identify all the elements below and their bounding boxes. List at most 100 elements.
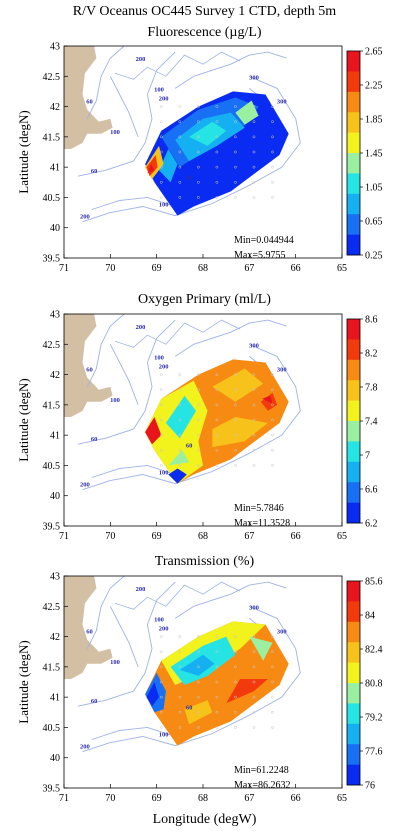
- station-marker: [197, 695, 200, 699]
- colorbar-swatch: [347, 380, 360, 401]
- colorbar-swatch: [347, 482, 360, 503]
- colorbar-swatch: [347, 132, 360, 154]
- x-tick-label: 65: [337, 263, 347, 274]
- station-marker: [215, 433, 219, 437]
- depth-contour: [174, 63, 231, 89]
- station-marker: [271, 403, 274, 407]
- survey-field-patch: [165, 395, 196, 439]
- station-marker: [271, 448, 274, 452]
- station-marker: [159, 448, 163, 452]
- x-tick-label: 69: [152, 531, 162, 542]
- contour-label: 60: [86, 629, 93, 636]
- station-marker: [178, 135, 182, 139]
- depth-contour: [82, 343, 301, 491]
- contour-label: 300: [249, 342, 259, 349]
- station-marker: [271, 695, 274, 699]
- y-axis-label: Latitude (degN): [16, 110, 31, 193]
- station-marker: [159, 695, 163, 699]
- x-tick-label: 68: [198, 531, 208, 542]
- colorbar-label: 6.2: [365, 519, 378, 530]
- colorbar-label: 77.6: [365, 747, 383, 758]
- y-tick-label: 39.5: [43, 254, 61, 265]
- colorbar-label: 7.8: [365, 383, 378, 394]
- station-marker: [234, 373, 237, 376]
- station-marker: [178, 418, 182, 422]
- station-marker: [252, 695, 256, 699]
- colorbar-label: 0.25: [365, 251, 383, 262]
- figure-title: R/V Oceanus OC445 Survey 1 CTD, depth 5m: [72, 4, 337, 19]
- panel-title-fluorescence: Fluorescence (µg/L): [147, 25, 262, 40]
- station-marker: [271, 665, 274, 669]
- station-marker: [252, 433, 256, 437]
- colorbar-swatch: [347, 193, 360, 215]
- panel-oxygen: 200 100 60 200 100 300 60 300 60 100 200 71 70 69 68 67…: [16, 310, 378, 543]
- contour-label: 60: [186, 174, 193, 181]
- station-marker: [197, 135, 200, 139]
- contour-label: 100: [154, 86, 164, 93]
- map-layer: 200 100 60 200 100 300 60 300 60 100 200: [64, 46, 301, 223]
- station-marker: [215, 448, 219, 452]
- station-marker: [178, 150, 182, 154]
- station-marker: [178, 433, 182, 437]
- x-tick-label: 68: [198, 263, 208, 274]
- land-mass: [64, 576, 113, 679]
- colorbar-label: 6.6: [365, 485, 378, 496]
- station-marker: [252, 135, 256, 139]
- station-marker: [159, 433, 163, 437]
- y-tick-label: 43: [50, 310, 60, 321]
- station-marker: [234, 196, 237, 199]
- y-tick-label: 43: [50, 572, 60, 583]
- station-marker: [271, 680, 274, 684]
- depth-contour: [230, 51, 287, 65]
- colorbar-label: 82.4: [365, 645, 383, 656]
- x-tick-label: 70: [105, 263, 115, 274]
- station-marker: [252, 418, 256, 422]
- survey-field-patch: [262, 395, 273, 404]
- colorbar-swatch: [347, 723, 360, 745]
- station-marker: [197, 448, 200, 452]
- station-marker: [215, 165, 219, 169]
- station-marker: [234, 635, 237, 638]
- panel-title-transmission: Transmission (%): [154, 554, 255, 569]
- y-tick-label: 42: [50, 102, 60, 113]
- contour-label: 100: [159, 470, 169, 477]
- contour-label: 200: [80, 744, 90, 751]
- station-marker: [178, 695, 182, 699]
- station-marker: [159, 196, 163, 199]
- station-marker: [252, 165, 256, 169]
- x-tick-label: 70: [105, 793, 115, 804]
- y-tick-label: 42.5: [43, 72, 61, 83]
- contour-label: 60: [91, 698, 98, 705]
- y-tick-label: 41: [50, 431, 60, 442]
- station-marker: [178, 105, 182, 108]
- station-marker: [197, 196, 200, 199]
- station-marker: [178, 120, 182, 124]
- station-marker: [178, 180, 182, 184]
- colorbar-swatch: [347, 359, 360, 381]
- station-marker: [271, 710, 274, 714]
- x-tick-label: 71: [59, 263, 69, 274]
- colorbar-label: 85.6: [365, 577, 383, 588]
- colorbar-label: 7: [365, 451, 370, 462]
- depth-contour: [174, 593, 231, 619]
- colorbar-label: 2.25: [365, 81, 383, 92]
- y-tick-label: 40: [50, 223, 60, 234]
- station-marker: [271, 150, 274, 154]
- station-marker: [197, 150, 200, 154]
- colorbar-swatch: [347, 581, 360, 602]
- station-marker: [234, 150, 237, 154]
- station-marker: [234, 180, 237, 184]
- station-marker: [252, 105, 256, 108]
- x-tick-label: 67: [244, 793, 254, 804]
- colorbar-label: 84: [365, 611, 375, 622]
- y-tick-label: 41: [50, 163, 60, 174]
- colorbar-swatch: [347, 764, 360, 786]
- station-marker: [252, 196, 256, 199]
- colorbar-swatch: [347, 461, 360, 483]
- station-marker: [252, 726, 256, 729]
- colorbar-label: 1.05: [365, 183, 383, 194]
- station-marker: [178, 448, 182, 452]
- station-marker: [234, 105, 237, 108]
- station-marker: [252, 150, 256, 154]
- station-marker: [178, 373, 182, 376]
